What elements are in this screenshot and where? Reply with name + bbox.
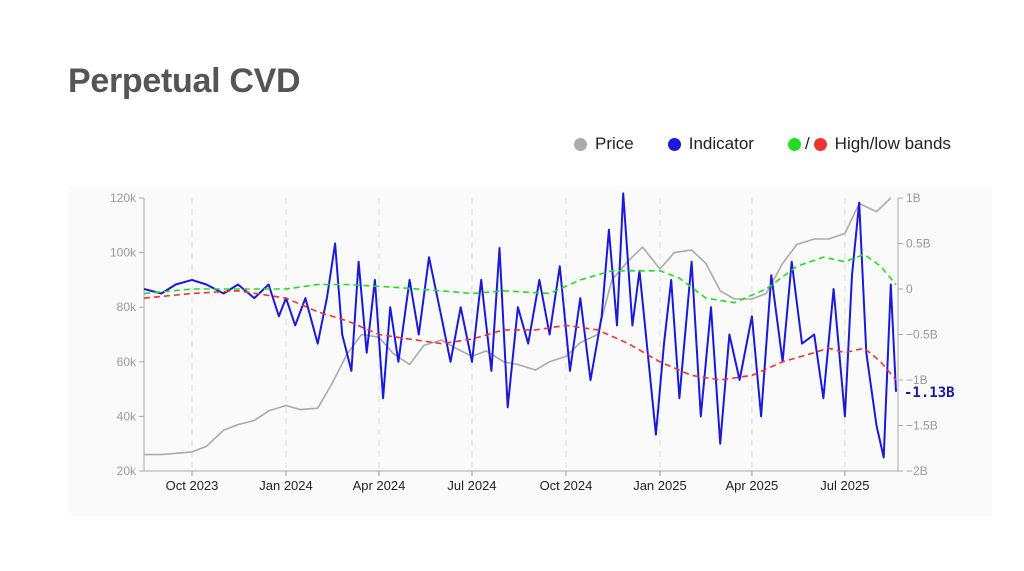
x-tick-label: Apr 2025: [726, 478, 779, 493]
x-tick-label: Apr 2024: [353, 478, 406, 493]
x-tick-label: Oct 2024: [540, 478, 593, 493]
y-right-tick-label: −1.5B: [906, 419, 938, 433]
x-tick-label: Jul 2024: [447, 478, 496, 493]
price-series-line: [144, 197, 892, 456]
y-left-tick-label: 20k: [117, 464, 137, 478]
indicator-series-line: [143, 192, 897, 459]
chart-container: Oct 2023 Jan 2024 Apr 2024 Jul 2024 Oct 2024…: [68, 186, 992, 516]
legend-item-price[interactable]: Price: [574, 134, 634, 154]
cvd-chart[interactable]: Oct 2023 Jan 2024 Apr 2024 Jul 2024 Oct 2024…: [68, 186, 992, 516]
x-tick-label: Jan 2025: [633, 478, 687, 493]
y-right-tick-label: 1B: [906, 191, 921, 205]
legend-label-price: Price: [595, 134, 634, 153]
legend-separator: /: [804, 134, 810, 153]
y-left-tick-label: 80k: [117, 300, 137, 314]
low-band-dot-icon: [813, 137, 827, 151]
last-value-label: -1.13B: [904, 385, 955, 401]
chart-legend: Price Indicator / High/low bands: [574, 134, 951, 154]
low-band-series-line: [143, 290, 897, 381]
y-right-tick-label: −2B: [906, 464, 928, 478]
price-dot-icon: [574, 137, 587, 151]
legend-label-indicator: Indicator: [688, 134, 754, 153]
legend-label-bands: High/low bands: [834, 134, 951, 153]
y-right-tick-label: 0.5B: [906, 237, 931, 251]
y-left-tick-label: 60k: [117, 355, 137, 369]
y-left-tick-label: 120k: [110, 191, 137, 205]
y-left-tick-label: 100k: [110, 246, 137, 260]
x-tick-label: Oct 2023: [166, 478, 219, 493]
legend-item-indicator[interactable]: Indicator: [667, 134, 754, 154]
y-right-tick-label: −0.5B: [906, 328, 938, 342]
y-left-tick-label: 40k: [117, 409, 137, 423]
high-band-dot-icon: [787, 137, 801, 151]
y-right-tick-label: −1B: [906, 373, 928, 387]
indicator-dot-icon: [667, 137, 681, 151]
x-tick-label: Jan 2024: [259, 478, 313, 493]
y-right-tick-label: 0: [906, 282, 913, 296]
x-tick-label: Jul 2025: [820, 478, 869, 493]
page-title: Perpetual CVD: [68, 62, 301, 100]
legend-item-bands[interactable]: / High/low bands: [787, 134, 951, 154]
